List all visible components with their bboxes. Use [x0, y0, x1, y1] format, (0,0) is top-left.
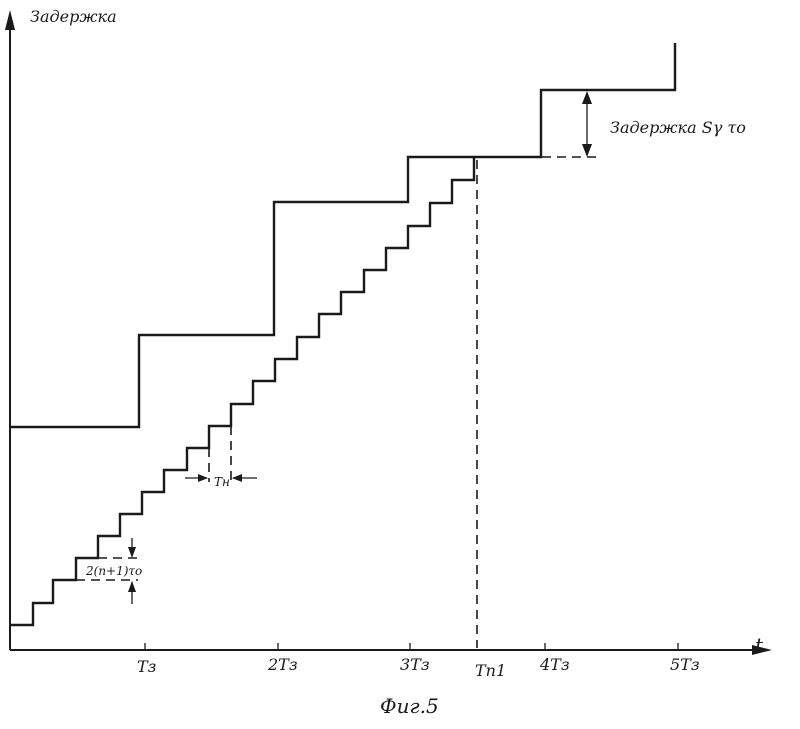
tick-label-5t3: 5Tз [670, 655, 700, 674]
y-axis-label: Задержка [30, 7, 117, 26]
tick-label-3t3: 3Tз [400, 655, 430, 674]
tick-label-2t3: 2Tз [267, 655, 298, 674]
tick-label-4t3: 4Tз [539, 655, 570, 674]
tick-label-tp1: Tп1 [475, 661, 506, 680]
step-height-label: 2(n+1)τo [85, 564, 142, 578]
x-axis-label: t [755, 633, 764, 657]
top-delay-label: Задержка Sγ τo [610, 118, 746, 137]
lower-staircase [10, 157, 474, 625]
figure-caption: Фиг.5 [380, 694, 439, 718]
delay-arrow-top [582, 91, 592, 104]
x-ticks [145, 643, 678, 650]
step-width-label: Tн [214, 475, 230, 489]
delay-arrow-bottom [582, 144, 592, 157]
upper-staircase [10, 43, 675, 427]
y-axis-arrow [5, 10, 15, 30]
tick-label-t3: Tз [137, 657, 156, 676]
